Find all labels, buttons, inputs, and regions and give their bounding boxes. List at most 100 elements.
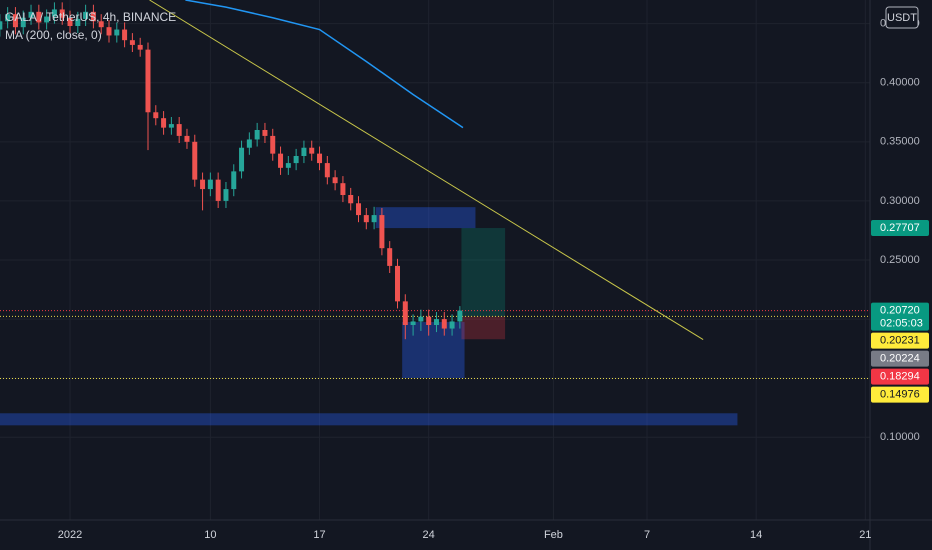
y-tick-label: 0.25000 — [880, 254, 920, 266]
candle-body — [5, 14, 11, 22]
currency[interactable]: USDT — [887, 12, 917, 24]
candle-body — [394, 265, 400, 302]
candle-body — [114, 29, 120, 36]
symbol-title: GALA / TetherUS, 4h, BINANCE — [5, 10, 176, 24]
y-tick-label: 0.35000 — [880, 136, 920, 148]
price-label: 0.20224 — [880, 352, 920, 364]
candle-body — [301, 147, 307, 156]
candle-body — [75, 18, 81, 26]
price-label-box — [871, 220, 929, 237]
candle-body — [418, 316, 424, 322]
x-tick-label: Feb — [544, 529, 563, 541]
candle-body — [262, 130, 268, 136]
candle-body — [223, 189, 229, 201]
candle-body — [356, 203, 362, 216]
candle-body — [457, 310, 463, 322]
candle-body — [317, 153, 323, 164]
candle-body — [122, 29, 128, 41]
y-tick-label: 0.40000 — [880, 77, 920, 89]
x-tick-label: 21 — [859, 529, 871, 541]
x-tick-label: 2022 — [58, 529, 82, 541]
candle-body — [137, 44, 143, 50]
candle-body — [239, 147, 245, 172]
x-tick-label: 7 — [644, 529, 650, 541]
candle-body — [59, 9, 65, 18]
candle-body — [106, 27, 112, 36]
zone — [375, 207, 476, 229]
candle-body — [215, 179, 221, 201]
y-tick-label: 0.30000 — [880, 195, 920, 207]
candle-body — [285, 163, 291, 168]
candle-body — [426, 316, 432, 325]
candle-body — [44, 16, 50, 23]
x-tick-label: 17 — [313, 529, 325, 541]
candle-body — [28, 11, 34, 18]
candle-body — [363, 215, 369, 223]
price-label: 0.27707 — [880, 222, 920, 234]
plot — [0, 0, 870, 426]
x-tick-label: 24 — [423, 529, 435, 541]
position-profit — [461, 228, 506, 317]
candle-body — [379, 215, 385, 249]
candle-body — [278, 153, 284, 168]
x-tick-label: 14 — [750, 529, 762, 541]
candle-body — [254, 130, 260, 140]
candle-body — [348, 195, 354, 204]
price-label-box — [871, 368, 929, 385]
candle-body — [12, 14, 18, 28]
candle-body — [145, 49, 151, 113]
candle-body — [90, 11, 96, 22]
candle-body — [387, 248, 393, 266]
price-label: 0.14976 — [880, 388, 920, 400]
indicator-label: MA (200, close, 0) — [5, 28, 102, 42]
zone — [402, 322, 465, 378]
candle-body — [51, 9, 57, 17]
candle-body — [246, 139, 252, 148]
candle-body — [324, 163, 330, 178]
y-tick-label: 0.10000 — [880, 431, 920, 443]
axes: 0.100000.150000.200000.250000.300000.350… — [58, 18, 929, 541]
candle-body — [449, 321, 455, 329]
candle-body — [441, 319, 447, 329]
candle-body — [176, 124, 182, 136]
candle-body — [410, 321, 416, 325]
candle-body — [270, 135, 276, 154]
candle-body — [402, 301, 408, 325]
candle-body — [332, 177, 338, 184]
candle-body — [340, 183, 346, 195]
candle-body — [192, 141, 198, 180]
candle-body — [371, 215, 377, 223]
candle-body — [184, 135, 190, 142]
candle-body — [293, 156, 299, 164]
candle-body — [207, 179, 213, 190]
price-label-box — [871, 386, 929, 403]
candle-body — [20, 17, 26, 28]
candle-body — [433, 319, 439, 325]
moving-average — [185, 0, 464, 129]
candle-body — [200, 179, 206, 190]
candle-body — [309, 147, 315, 154]
candle-body — [153, 112, 159, 119]
candle-body — [161, 118, 167, 128]
price-label-box — [871, 332, 929, 349]
price-label: 0.18294 — [880, 370, 920, 382]
candle-body — [98, 21, 104, 28]
candle-body — [168, 124, 174, 128]
currency-box[interactable] — [885, 6, 919, 29]
price-label: 0.20720 — [880, 304, 920, 316]
countdown: 02:05:03 — [880, 317, 923, 329]
price-label-box — [871, 350, 929, 367]
candle-body — [0, 21, 3, 30]
candle-body — [67, 17, 73, 26]
candle-body — [36, 11, 42, 23]
candle-body — [129, 40, 135, 45]
price-label: 0.20231 — [880, 334, 920, 346]
trendline — [149, 0, 704, 340]
zone — [0, 413, 738, 426]
price-label-box — [871, 302, 929, 331]
candle-body — [83, 11, 89, 19]
position-loss — [461, 316, 506, 340]
candle-body — [231, 171, 237, 190]
